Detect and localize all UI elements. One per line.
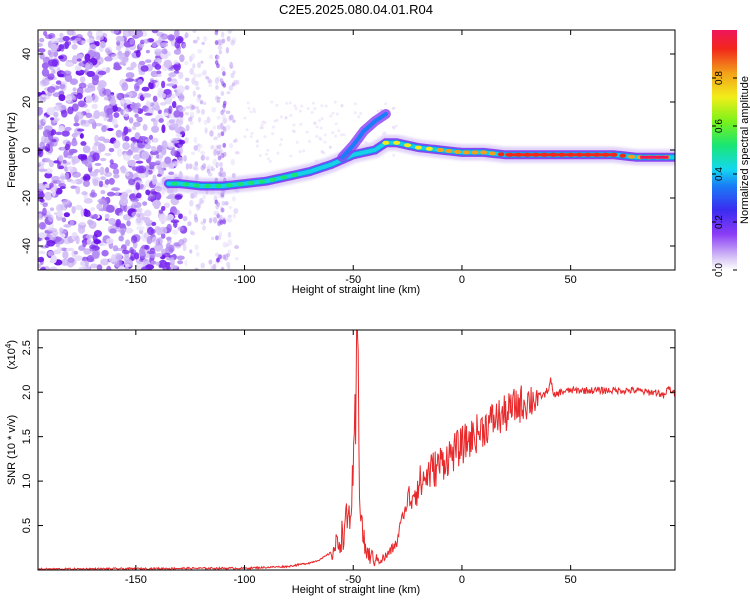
ridge-hotspot xyxy=(497,152,505,157)
colorbar-label: Normalized spectral amplitude xyxy=(739,76,750,224)
spectrogram-y-label: Frequency (Hz) xyxy=(6,112,18,188)
ridge-hotspot xyxy=(414,145,422,150)
colorbar-tick-label: 0.4 xyxy=(714,167,725,181)
snr-y-tick-label: 1.0 xyxy=(21,473,33,488)
ridge-hotspot xyxy=(454,149,462,154)
ridge-hotspot xyxy=(393,140,401,145)
ridge-hotspot xyxy=(436,148,444,152)
snr-x-tick-label: 0 xyxy=(459,574,465,586)
spectrogram-y-tick-label: -20 xyxy=(21,190,33,206)
snr-scale-base: (x10 xyxy=(6,348,18,369)
frequency-ridge xyxy=(160,109,675,194)
colorbar-ticks: 0.0 0.2 0.4 0.6 0.8 xyxy=(712,71,737,277)
ridge-hotspot xyxy=(247,180,255,185)
snr-x-tick-label: -100 xyxy=(234,574,256,586)
snr-x-label: Height of straight line (km) xyxy=(292,584,420,596)
colorbar-tick-label: 0.8 xyxy=(714,71,725,85)
ridge-hotspot xyxy=(382,140,390,145)
ridge-hotspot xyxy=(193,183,201,188)
snr-y-tick-label: 2.5 xyxy=(21,340,33,355)
spectrogram-x-tick-label: 50 xyxy=(565,274,577,286)
noise-speckle xyxy=(38,30,398,270)
ridge-hotspot xyxy=(404,143,412,148)
ridge-hotspot xyxy=(462,150,470,155)
ridge-hotspot xyxy=(225,183,233,188)
colorbar-tick-label: 0.6 xyxy=(714,119,725,133)
spectrogram-y-tick-label: 20 xyxy=(21,96,33,108)
colorbar-tick-label: 0.0 xyxy=(714,263,725,277)
spectrogram-x-tick-label: -100 xyxy=(234,274,256,286)
ridge-hotspot xyxy=(291,172,299,177)
snr-panel: -150 -100 -50 0 50 0.5 1.0 1.5 2.0 2.5 Height of… xyxy=(4,329,676,596)
spectrogram-panel: -150 -100 -50 0 50 -40 -20 0 20 40 Height of str… xyxy=(6,29,676,296)
snr-y-tick-label: 2.0 xyxy=(21,385,33,400)
spectrogram-y-tick-label: 0 xyxy=(21,147,33,153)
snr-x-tick-label: -150 xyxy=(125,574,147,586)
ridge-hotspot xyxy=(182,182,190,187)
spectrogram-x-label: Height of straight line (km) xyxy=(292,284,420,296)
spectrogram-x-tick-label: -150 xyxy=(125,274,147,286)
ridge-hotspot xyxy=(425,146,433,151)
spectrogram-y-tick-label: 40 xyxy=(21,48,33,60)
ridge-hotspot xyxy=(236,182,244,187)
figure-title: C2E5.2025.080.04.01.R04 xyxy=(279,2,433,17)
ridge-hotspot xyxy=(445,148,453,153)
spectrogram-x-axis: -150 -100 -50 0 50 xyxy=(125,30,577,286)
ridge-hotspot xyxy=(488,151,496,156)
snr-scale-label: (x104) xyxy=(4,340,18,370)
svg-text:(x104): (x104) xyxy=(4,340,18,370)
ridge-hotspot xyxy=(171,181,179,186)
ridge-hotspot xyxy=(280,175,288,180)
colorbar: 0.0 0.2 0.4 0.6 0.8 Normalized spectral ampl… xyxy=(712,30,750,277)
snr-y-tick-label: 0.5 xyxy=(21,518,33,533)
ridge-hotspot xyxy=(214,184,222,188)
snr-frame xyxy=(37,329,676,571)
snr-series-line xyxy=(38,330,675,570)
spectrogram-plot-area xyxy=(38,30,675,270)
snr-x-tick-label: -50 xyxy=(345,574,361,586)
ridge-hotspot xyxy=(628,154,636,159)
ridge-hotspot xyxy=(258,179,266,184)
snr-y-tick-label: 1.5 xyxy=(21,429,33,444)
snr-y-label: SNR (10 * v/v) xyxy=(6,415,18,485)
ridge-hotspot xyxy=(471,150,479,155)
snr-y-axis: 0.5 1.0 1.5 2.0 2.5 xyxy=(21,340,675,533)
spectrogram-y-axis: -40 -20 0 20 40 xyxy=(21,48,675,254)
snr-x-tick-label: 50 xyxy=(565,574,577,586)
spectrogram-y-tick-label: -40 xyxy=(21,238,33,254)
spectrogram-x-tick-label: 0 xyxy=(459,274,465,286)
ridge-hotspot xyxy=(269,177,277,182)
snr-scale-exponent: 4 xyxy=(4,343,13,348)
snr-x-axis: -150 -100 -50 0 50 xyxy=(125,330,577,586)
spectrogram-x-tick-label: -50 xyxy=(345,274,361,286)
ridge-hotspot xyxy=(619,153,627,158)
colorbar-gradient xyxy=(712,30,737,270)
colorbar-tick-label: 0.2 xyxy=(714,215,725,229)
ridge-hotspot xyxy=(204,184,212,188)
branch-core xyxy=(340,112,388,160)
ridge-hotspot xyxy=(480,150,488,155)
